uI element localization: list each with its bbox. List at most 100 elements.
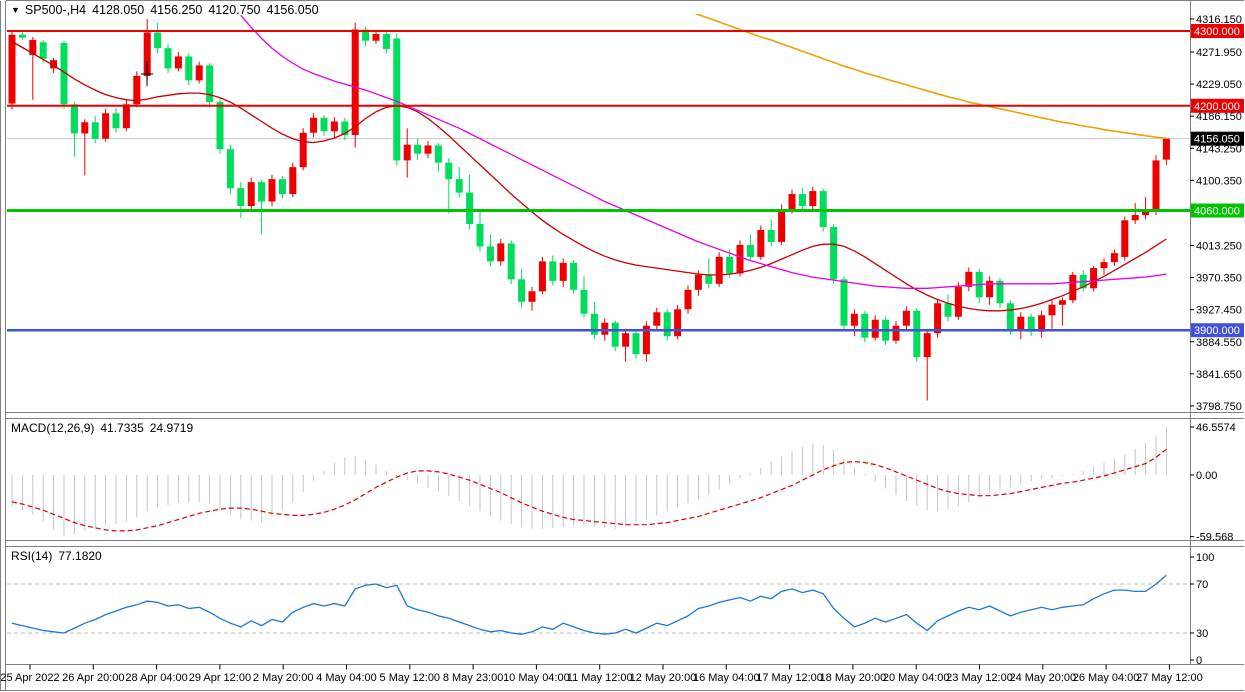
candle <box>1069 271 1077 304</box>
candle-body <box>757 229 765 257</box>
candle-body <box>518 279 526 302</box>
candle <box>507 240 515 284</box>
candle-body <box>767 229 775 242</box>
candle <box>268 174 276 207</box>
macd-panel[interactable] <box>11 426 1167 537</box>
candle <box>923 328 931 401</box>
candle-body <box>798 194 806 207</box>
candle-body <box>902 310 910 326</box>
candle <box>81 119 89 176</box>
candle <box>1100 258 1108 275</box>
candle <box>580 276 588 319</box>
time-axis-label: 10 May 04:00 <box>503 672 570 684</box>
candle-body <box>1110 253 1118 263</box>
candle <box>60 40 68 109</box>
candle-body <box>674 309 682 337</box>
price-axis-label: 4229.050 <box>1196 79 1242 91</box>
candle-body <box>726 256 734 274</box>
macd-indicator-label: MACD(12,26,9) 41.7335 24.9719 <box>11 421 193 435</box>
candle <box>1142 197 1150 220</box>
time-axis-label: 17 May 12:00 <box>756 672 823 684</box>
candle-body <box>133 75 141 105</box>
candle-body <box>258 182 266 202</box>
candle-body <box>216 102 224 150</box>
candle <box>538 256 546 295</box>
candle-body <box>403 144 411 161</box>
candle <box>632 330 640 359</box>
price-axis-label: 4316.150 <box>1196 14 1242 26</box>
candle-body <box>362 29 370 41</box>
macd-value-signal: 24.9719 <box>149 421 194 435</box>
candle-body <box>840 279 848 326</box>
candle-body <box>778 209 786 242</box>
candle <box>944 294 952 322</box>
candle-body <box>164 48 172 69</box>
candle-body <box>590 313 598 335</box>
candle-body <box>143 32 151 76</box>
candle-body <box>1017 316 1025 331</box>
candle-body <box>538 261 546 292</box>
candle <box>1131 203 1139 224</box>
candle-body <box>299 132 307 168</box>
candle-body <box>466 192 474 224</box>
candle-body <box>1131 215 1139 221</box>
candle-body <box>1069 274 1077 301</box>
candle <box>154 22 162 54</box>
candle-body <box>653 312 661 326</box>
time-axis-label: 28 Apr 04:00 <box>125 672 187 684</box>
candle <box>590 301 598 340</box>
candle-body <box>414 144 422 154</box>
candle <box>611 320 619 352</box>
candle <box>871 315 879 341</box>
candle-body <box>871 319 879 338</box>
time-axis-label: 8 May 23:00 <box>443 672 504 684</box>
candle <box>226 144 234 195</box>
candle <box>476 210 484 252</box>
candle-body <box>913 310 921 358</box>
price-axis-label: 4186.150 <box>1196 111 1242 123</box>
candle-body <box>310 117 318 133</box>
candle-body <box>1038 315 1046 332</box>
symbol-dropdown-icon[interactable]: ▼ <box>11 5 20 15</box>
rsi-panel[interactable] <box>7 574 1190 635</box>
ohlc-close: 4156.050 <box>266 3 319 17</box>
candle-body <box>237 188 245 207</box>
rsi-value: 77.1820 <box>58 549 102 563</box>
candle-body <box>424 145 432 154</box>
candle-body <box>663 312 671 337</box>
candle <box>466 174 474 230</box>
chart-cross-marker[interactable] <box>141 61 153 86</box>
time-axis-label: 12 May 20:00 <box>630 672 697 684</box>
candle-body <box>684 289 692 310</box>
price-axis[interactable]: 4316.150 4271.950 4229.050 4186.150 4143.250… <box>1190 14 1244 667</box>
svg-text:4156.050: 4156.050 <box>1194 134 1240 146</box>
candle-body <box>954 286 962 317</box>
candle <box>278 176 286 199</box>
candle-body <box>476 223 484 247</box>
candle-body <box>1100 262 1108 269</box>
price-axis-label: 3798.750 <box>1196 401 1242 413</box>
candle <box>216 98 224 154</box>
candle-body <box>1058 300 1066 305</box>
candle <box>382 31 390 54</box>
rsi-label: RSI(14) <box>11 549 53 563</box>
candle <box>975 268 983 304</box>
svg-text:3900.000: 3900.000 <box>1194 325 1240 337</box>
main-price-panel[interactable] <box>7 7 1190 401</box>
candle <box>310 113 318 138</box>
candle <box>861 310 869 343</box>
candle <box>424 140 432 159</box>
candle-body <box>351 29 359 135</box>
candles-layer <box>8 19 1170 401</box>
candle-body <box>122 104 130 129</box>
candle <box>1110 249 1118 266</box>
candle <box>996 277 1004 308</box>
candle-body <box>850 313 858 326</box>
candle-body <box>39 42 47 59</box>
candle <box>1090 265 1098 292</box>
candle-body <box>923 333 931 358</box>
candle-body <box>226 149 234 189</box>
time-axis[interactable]: 25 Apr 2022 26 Apr 20:00 28 Apr 04:00 29 Ap… <box>0 664 1203 685</box>
candle-body <box>8 34 16 104</box>
